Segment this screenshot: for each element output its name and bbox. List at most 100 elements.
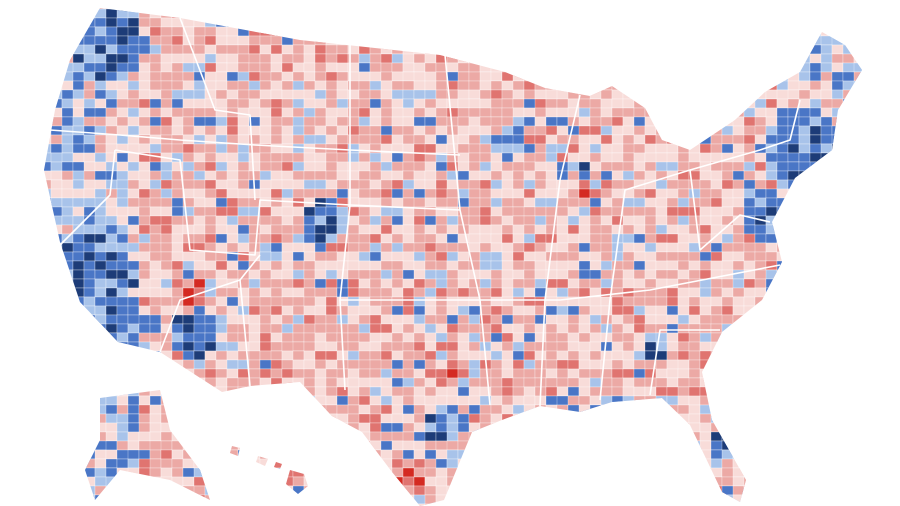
county	[523, 35, 536, 46]
county	[171, 449, 184, 460]
county	[523, 305, 536, 316]
county	[633, 8, 646, 19]
county	[589, 197, 602, 208]
county	[105, 8, 118, 10]
county	[83, 305, 96, 316]
county	[358, 161, 371, 172]
county	[865, 405, 876, 414]
county	[248, 476, 272, 487]
county	[457, 134, 470, 145]
county	[479, 458, 492, 469]
county	[369, 467, 382, 478]
county	[160, 17, 173, 28]
county	[127, 404, 140, 415]
county	[204, 17, 217, 28]
county	[644, 260, 657, 271]
county	[50, 440, 63, 451]
county	[776, 143, 789, 154]
county	[655, 71, 668, 82]
county	[534, 26, 547, 37]
county	[545, 458, 558, 469]
county	[149, 161, 162, 172]
county	[204, 206, 217, 217]
county	[820, 233, 833, 244]
county	[237, 395, 250, 406]
county	[259, 116, 272, 127]
county	[787, 296, 800, 307]
county	[865, 216, 887, 225]
county	[809, 377, 822, 388]
county	[732, 305, 745, 316]
county	[644, 116, 657, 127]
county	[732, 422, 745, 433]
county	[204, 449, 217, 460]
county	[193, 305, 206, 316]
county	[545, 35, 569, 46]
county	[149, 476, 162, 487]
county	[809, 413, 833, 424]
county	[754, 485, 778, 496]
county	[116, 8, 129, 10]
county	[820, 80, 833, 91]
county	[457, 161, 470, 172]
county	[314, 323, 327, 334]
county	[710, 107, 734, 118]
county	[116, 332, 129, 343]
county	[743, 413, 767, 424]
county	[589, 314, 602, 325]
county	[270, 152, 283, 163]
county	[754, 161, 767, 172]
county	[633, 422, 646, 433]
county	[149, 386, 162, 397]
county	[710, 8, 734, 19]
county	[303, 206, 316, 217]
county	[622, 449, 635, 460]
county	[798, 431, 811, 442]
county	[578, 62, 591, 73]
county	[633, 305, 646, 316]
county	[292, 44, 305, 55]
county	[83, 116, 96, 127]
county	[204, 458, 217, 469]
county	[237, 431, 250, 442]
county	[699, 485, 712, 496]
county	[83, 278, 96, 289]
county	[809, 161, 822, 172]
county	[468, 107, 481, 118]
county	[259, 125, 272, 136]
county	[391, 494, 404, 505]
county	[754, 197, 767, 208]
county	[292, 8, 316, 19]
county	[303, 278, 316, 289]
county	[292, 377, 305, 388]
county	[94, 143, 107, 154]
county	[402, 395, 415, 406]
county	[820, 8, 844, 10]
county	[732, 485, 745, 496]
county	[666, 8, 679, 19]
county	[61, 251, 74, 262]
county	[292, 179, 305, 190]
county	[842, 134, 862, 145]
county	[776, 287, 789, 298]
county	[600, 467, 613, 478]
county	[501, 395, 514, 406]
county	[248, 350, 261, 361]
county	[303, 458, 316, 469]
county	[369, 386, 382, 397]
county	[600, 62, 613, 73]
county	[160, 188, 173, 199]
county	[776, 26, 800, 37]
county	[600, 422, 613, 433]
county	[732, 80, 756, 91]
county	[347, 494, 360, 505]
county	[446, 179, 459, 190]
county	[589, 341, 602, 352]
county	[325, 314, 338, 325]
county	[666, 449, 690, 460]
county	[325, 179, 338, 190]
county	[865, 324, 876, 333]
county	[413, 107, 426, 118]
county	[820, 368, 833, 379]
county	[413, 440, 426, 451]
